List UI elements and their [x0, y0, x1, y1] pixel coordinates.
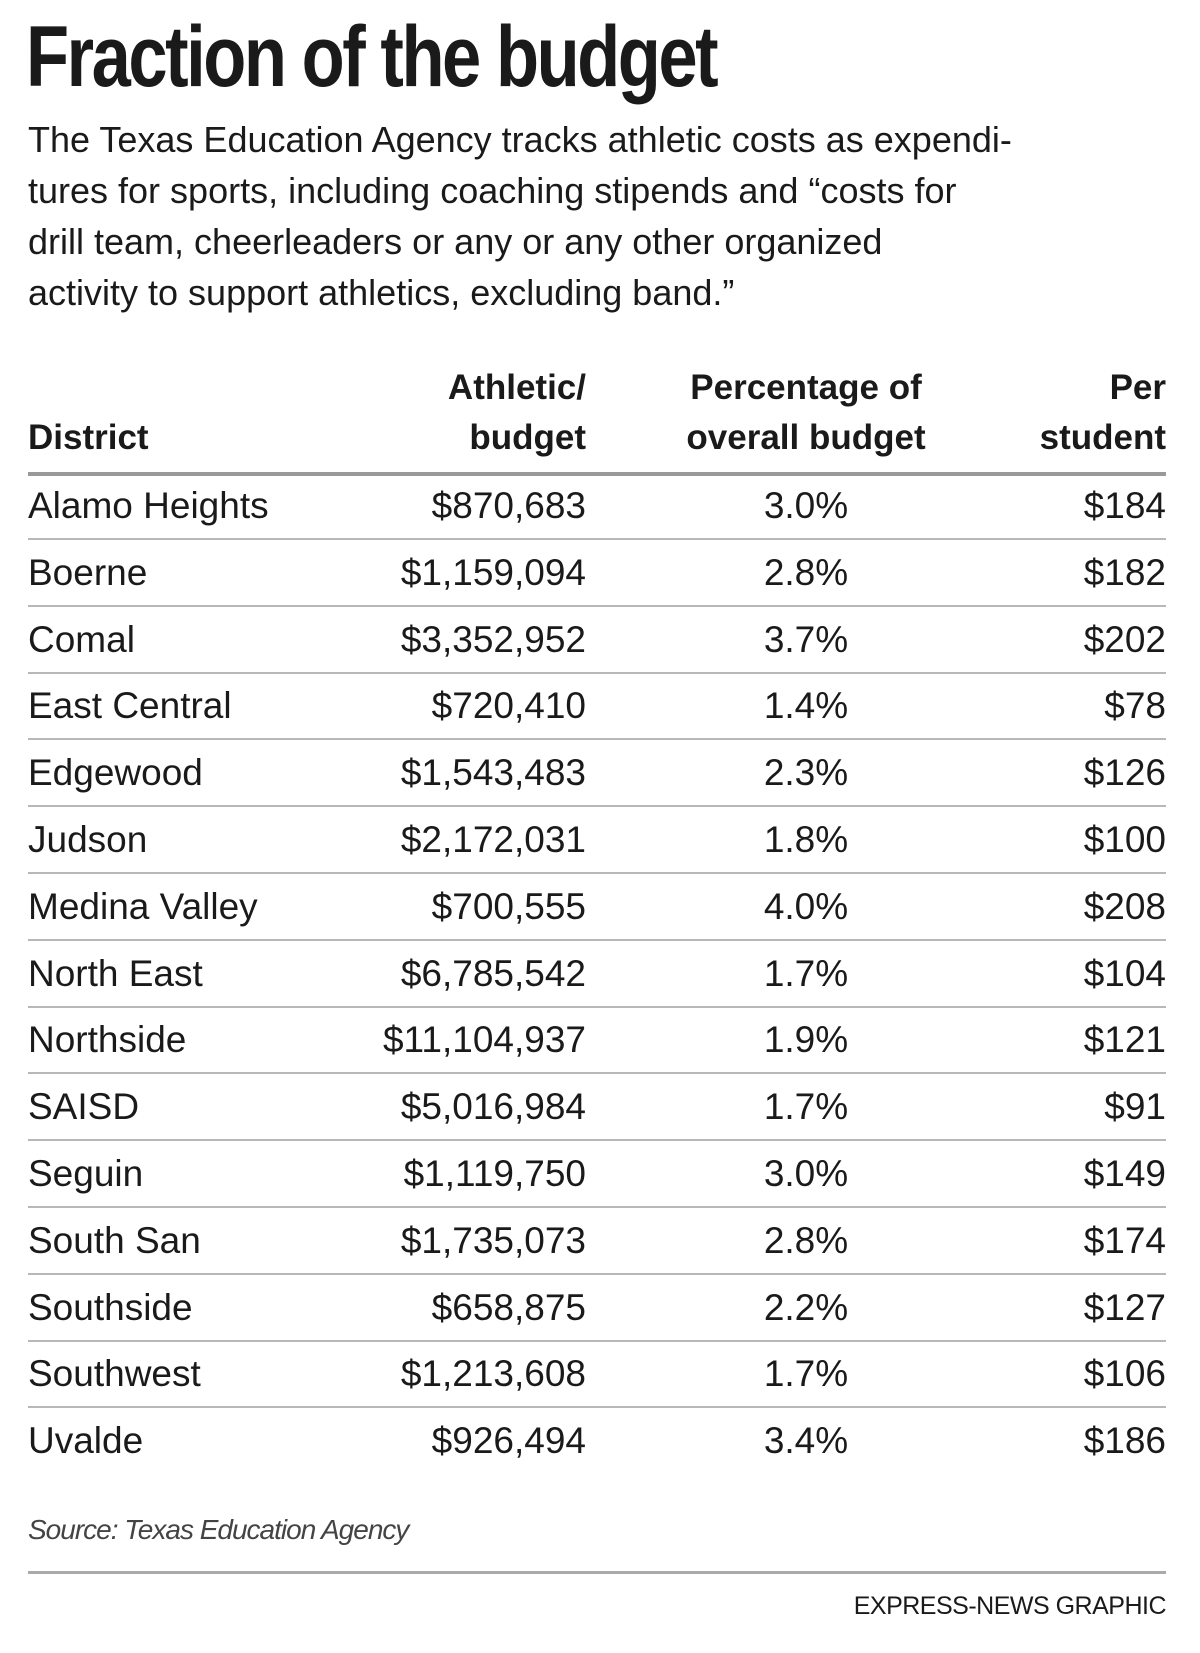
row-rule [28, 604, 1166, 607]
table-cell: $121 [1083, 1019, 1166, 1061]
column-header: Athletic/ [447, 368, 586, 407]
table-cell: $720,410 [431, 685, 586, 727]
source: Source: Texas Education Agency [28, 1514, 409, 1545]
table-cell: Southside [28, 1286, 193, 1328]
table-cell: $658,875 [431, 1286, 586, 1328]
column-header: budget [469, 418, 586, 457]
table-cell: $127 [1083, 1286, 1166, 1328]
table-cell: $2,172,031 [400, 819, 586, 860]
column-header: Per [1109, 368, 1166, 407]
title: Fraction of the budget [26, 9, 719, 105]
description-line: activity to support athletics, excluding… [28, 272, 735, 313]
table-cell: 2.2% [763, 1286, 849, 1328]
table-cell: 4.0% [763, 885, 849, 927]
description-line: drill team, cheerleaders or any or any o… [28, 221, 883, 262]
table-cell: $926,494 [431, 1420, 586, 1462]
header-rule [28, 472, 1166, 476]
table-cell: $174 [1083, 1219, 1166, 1261]
table-cell: Seguin [28, 1153, 144, 1194]
footer-rule [28, 1571, 1166, 1574]
table-cell: $91 [1104, 1086, 1166, 1128]
table-cell: 2.8% [763, 551, 849, 593]
description-line: tures for sports, including coaching sti… [28, 170, 957, 211]
table-cell: 1.8% [763, 819, 849, 860]
table-cell: $5,016,984 [400, 1086, 586, 1128]
table-cell: $3,352,952 [400, 618, 586, 660]
table-cell: 1.7% [763, 1086, 849, 1128]
table-cell: $126 [1083, 752, 1166, 794]
table-cell: $11,104,937 [382, 1019, 586, 1061]
column-header: District [28, 418, 149, 457]
table-cell: $870,683 [431, 485, 586, 526]
table-cell: $700,555 [431, 885, 586, 927]
table-cell: $1,543,483 [400, 752, 586, 794]
table-cell: $78 [1104, 685, 1166, 727]
table-cell: SAISD [28, 1086, 140, 1128]
table-cell: $182 [1083, 551, 1166, 593]
row-rule [28, 1005, 1166, 1008]
row-rule [28, 738, 1166, 741]
row-rule [28, 938, 1166, 941]
row-rule [28, 872, 1166, 874]
row-rule [28, 538, 1166, 540]
table-cell: North East [28, 952, 203, 994]
table-cell: $1,735,073 [400, 1219, 586, 1261]
table-cell: 3.7% [763, 618, 849, 660]
table-cell: 2.3% [763, 752, 849, 794]
table-cell: 1.7% [763, 1353, 849, 1395]
table-cell: Comal [28, 618, 135, 660]
table-cell: $202 [1083, 618, 1166, 660]
table-cell: South San [28, 1219, 201, 1261]
row-rule [28, 1206, 1166, 1208]
table-cell: $1,159,094 [400, 551, 586, 593]
table-cell: Uvalde [28, 1420, 144, 1462]
table-cell: 3.0% [763, 1153, 849, 1194]
table-cell: $1,119,750 [403, 1153, 586, 1194]
table-cell: Boerne [28, 551, 148, 593]
table-cell: $208 [1083, 885, 1166, 927]
table-cell: 1.7% [763, 952, 849, 994]
table-cell: $6,785,542 [400, 952, 586, 994]
row-rule [28, 671, 1166, 674]
table-cell: $184 [1083, 485, 1166, 526]
description-line: The Texas Education Agency tracks athlet… [28, 119, 1012, 160]
table-cell: East Central [28, 685, 232, 727]
row-rule [28, 1139, 1166, 1142]
table-cell: $1,213,608 [400, 1353, 586, 1395]
table-cell: 1.9% [763, 1019, 849, 1061]
row-rule [28, 805, 1166, 808]
row-rule [28, 1072, 1166, 1075]
table-cell: $149 [1083, 1153, 1166, 1194]
table-cell: Alamo Heights [28, 485, 269, 526]
credit: EXPRESS-NEWS GRAPHIC [853, 1592, 1167, 1620]
table-cell: $104 [1083, 952, 1166, 994]
table-cell: $106 [1083, 1353, 1166, 1395]
table-cell: 3.0% [763, 485, 849, 526]
table-cell: $100 [1083, 819, 1166, 860]
row-rule [28, 1272, 1166, 1275]
table-cell: Edgewood [28, 752, 203, 794]
column-header: student [1039, 418, 1166, 457]
table-cell: 1.4% [763, 685, 849, 727]
table-cell: Southwest [28, 1353, 201, 1395]
column-header: Percentage of [690, 368, 922, 407]
column-header: overall budget [686, 418, 926, 457]
table-cell: $186 [1083, 1420, 1166, 1462]
row-rule [28, 1406, 1166, 1409]
table-cell: 2.8% [763, 1219, 849, 1261]
table-cell: Northside [28, 1019, 187, 1061]
table-cell: Judson [28, 819, 148, 860]
table-cell: 3.4% [763, 1420, 849, 1462]
row-rule [28, 1339, 1166, 1342]
table-cell: Medina Valley [28, 885, 258, 927]
